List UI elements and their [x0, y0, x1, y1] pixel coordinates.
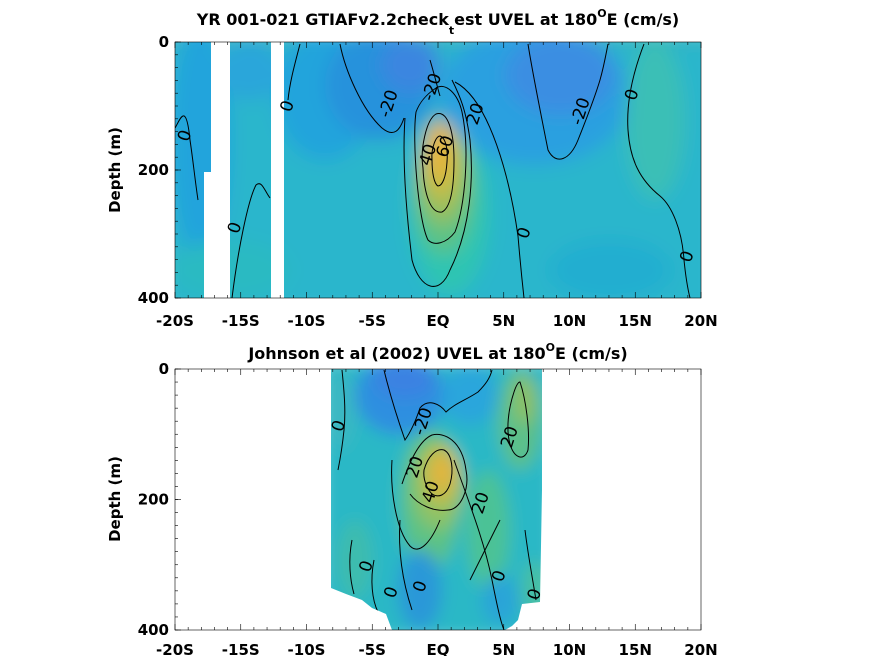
x-tick-label: 5N [492, 641, 515, 656]
top-gap-3 [271, 42, 284, 298]
top-x-tick-labels: -20S -15S -10S -5S EQ 5N 10N 15N 20N [156, 312, 718, 330]
bottom-x-tick-labels: -20S -15S -10S -5S EQ 5N 10N 15N 20N [156, 641, 718, 656]
top-panel: YR 001-021 GTIAFv2.2checktest UVEL at 18… [106, 7, 718, 330]
bottom-contours [337, 369, 537, 630]
y-tick-label: 400 [138, 621, 169, 639]
x-tick-label: -20S [156, 641, 194, 656]
bottom-axes: -20S -15S -10S -5S EQ 5N 10N 15N 20N 0 200 400 Dep… [106, 360, 718, 656]
x-tick-label: -5S [359, 312, 386, 330]
y-tick-label: 0 [159, 360, 169, 378]
x-tick-label: -20S [156, 312, 194, 330]
x-tick-label: -10S [288, 312, 326, 330]
contour-label: 0 [524, 586, 546, 602]
top-y-tick-labels: 0 200 400 [138, 33, 181, 307]
x-tick-label: -15S [222, 641, 260, 656]
bottom-y-label: Depth (m) [106, 456, 124, 542]
top-title: YR 001-021 GTIAFv2.2checktest UVEL at 18… [196, 7, 680, 37]
x-tick-label: -10S [288, 641, 326, 656]
bottom-y-tick-labels: 0 200 400 [138, 360, 181, 639]
bottom-panel: Johnson et al (2002) UVEL at 180OE (cm/s… [106, 341, 718, 656]
y-tick-label: 200 [138, 161, 169, 179]
x-tick-label: 5N [492, 312, 515, 330]
x-tick-label: 20N [684, 641, 717, 656]
x-tick-label: EQ [427, 312, 450, 330]
top-x-minor-ticks [174, 42, 702, 298]
top-y-label: Depth (m) [106, 127, 124, 213]
top-gap-2 [204, 172, 212, 298]
y-tick-label: 0 [159, 33, 169, 51]
y-tick-label: 400 [138, 289, 169, 307]
x-tick-label: EQ [427, 641, 450, 656]
top-axes: -20S -15S -10S -5S EQ 5N 10N 15N 20N 0 200 400 Dep… [106, 33, 718, 330]
top-contours [175, 43, 691, 298]
bottom-x-minor-ticks [174, 369, 702, 630]
bottom-title: Johnson et al (2002) UVEL at 180OE (cm/s… [247, 341, 627, 363]
x-tick-label: 10N [553, 312, 586, 330]
x-tick-label: 10N [553, 641, 586, 656]
y-tick-label: 200 [138, 491, 169, 509]
x-tick-label: -5S [359, 641, 386, 656]
x-tick-label: 20N [684, 312, 717, 330]
x-tick-label: 15N [619, 641, 652, 656]
x-tick-label: -15S [222, 312, 260, 330]
top-gap-1 [211, 42, 230, 298]
x-tick-label: 15N [619, 312, 652, 330]
